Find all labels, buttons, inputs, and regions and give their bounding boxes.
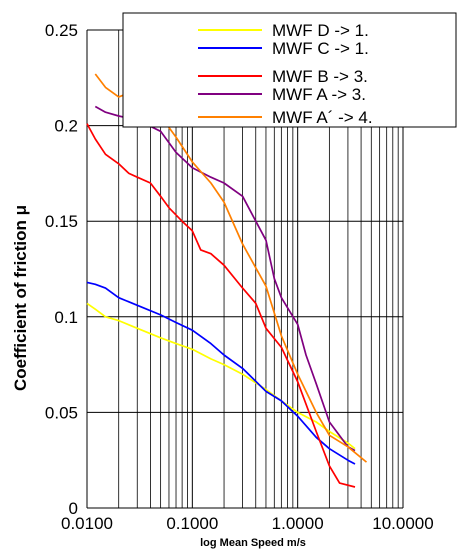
x-tick-label: 0.0100 (61, 514, 113, 533)
y-tick-labels: 0 0.05 0.1 0.15 0.2 0.25 (45, 21, 78, 518)
x-tick-label: 1.0000 (272, 514, 324, 533)
y-axis-label: Coefficient of friction μ (11, 205, 30, 391)
series-line (86, 302, 356, 450)
y-tick-label: 0 (69, 499, 78, 518)
legend-label: MWF C -> 1. (272, 39, 369, 58)
y-tick-label: 0.05 (45, 403, 78, 422)
x-tick-label: 0.1000 (166, 514, 218, 533)
y-tick-label: 0.15 (45, 212, 78, 231)
legend-label: MWF B -> 3. (272, 67, 368, 86)
y-tick-label: 0.25 (45, 21, 78, 40)
y-tick-label: 0.2 (54, 117, 78, 136)
legend-box (122, 12, 457, 128)
series-line (86, 123, 356, 488)
x-tick-label: 10.0000 (372, 514, 433, 533)
legend: MWF D -> 1.MWF C -> 1. MWF B -> 3.MWF A -… (122, 12, 457, 128)
y-tick-label: 0.1 (54, 308, 78, 327)
legend-label: MWF D -> 1. (272, 21, 369, 40)
legend-label: MWF A´ -> 4. (272, 108, 373, 127)
legend-label: MWF A -> 3. (272, 85, 366, 104)
x-axis-label: log Mean Speed m/s (200, 537, 306, 549)
x-tick-labels: 0.0100 0.1000 1.0000 10.0000 (61, 514, 434, 533)
